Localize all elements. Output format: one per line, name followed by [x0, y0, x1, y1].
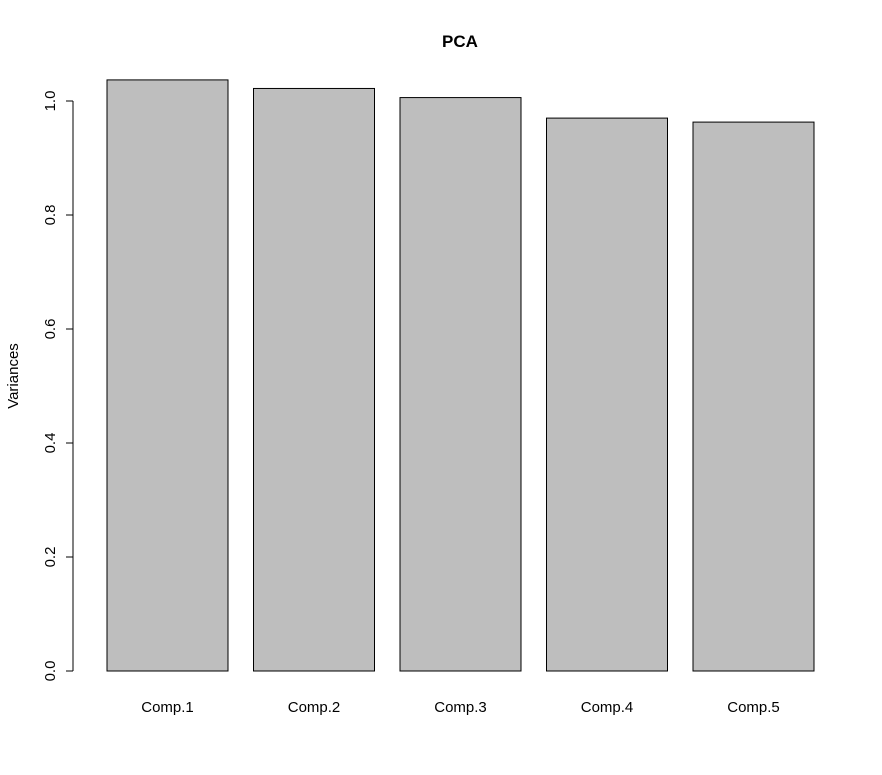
- y-tick-label: 0.4: [42, 433, 59, 454]
- bar-comp-1: [106, 79, 229, 672]
- y-tick-label: 0.2: [42, 547, 59, 568]
- x-tick-label: Comp.1: [141, 699, 194, 716]
- bar-comp-5: [692, 121, 815, 672]
- x-labels: Comp.1 Comp.2 Comp.3 Comp.4 Comp.5: [141, 699, 780, 716]
- chart-title: PCA: [442, 32, 478, 51]
- x-tick-label: Comp.3: [434, 699, 487, 716]
- y-tick-label: 0.8: [42, 205, 59, 226]
- y-tick-label: 0.6: [42, 319, 59, 340]
- y-tick-label: 0.0: [42, 661, 59, 682]
- bar-comp-4: [546, 117, 668, 672]
- bar-comp-3: [399, 97, 522, 672]
- x-tick-label: Comp.5: [727, 699, 780, 716]
- bars: [106, 79, 815, 672]
- x-tick-label: Comp.2: [288, 699, 341, 716]
- bar-comp-2: [253, 87, 375, 672]
- x-tick-label: Comp.4: [581, 699, 634, 716]
- y-axis-label: Variances: [5, 343, 22, 409]
- y-axis: 0.0 0.2 0.4 0.6 0.8 1.0: [42, 91, 74, 682]
- y-tick-label: 1.0: [42, 91, 59, 112]
